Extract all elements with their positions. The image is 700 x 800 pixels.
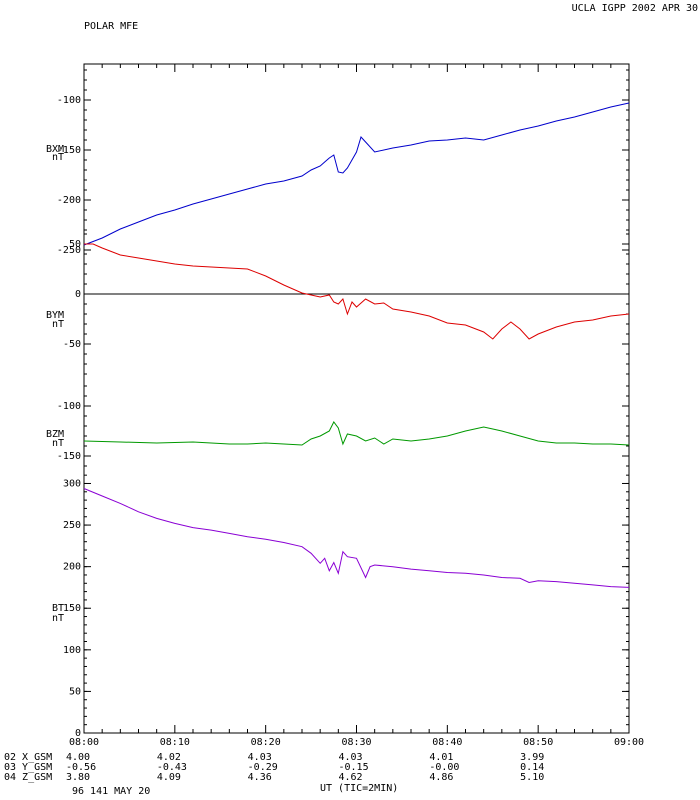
ephemeris-value: 3.80: [66, 772, 91, 783]
x-tick-label: 09:00: [614, 737, 644, 748]
bym-tick-label: 0: [75, 289, 81, 300]
bym-tick-label: -50: [63, 339, 81, 350]
ephemeris-value: 4.00: [66, 752, 91, 763]
bym-series-line: [84, 243, 630, 340]
x-tick-label: 08:10: [160, 737, 190, 748]
bzm-axis-label: BZM: [46, 429, 64, 440]
plot-title: POLAR MFE: [84, 21, 139, 32]
x-tick-label: 08:00: [69, 737, 99, 748]
ephemeris-value: 4.62: [338, 772, 363, 783]
plot-frame: [83, 63, 630, 734]
bt-unit-label: nT: [52, 613, 64, 624]
x-tick-label: 08:50: [523, 737, 553, 748]
ephemeris-value: -0.29: [247, 762, 278, 773]
ephemeris-value: -0.00: [429, 762, 460, 773]
institution-stamp: UCLA IGPP 2002 APR 30: [571, 3, 698, 14]
ephemeris-value: -0.15: [338, 762, 369, 773]
ephemeris-value: 4.01: [429, 752, 454, 763]
ephemeris-value: -0.56: [66, 762, 97, 773]
bxm-tick-label: -150: [57, 145, 81, 156]
bt-tick-label: 300: [63, 478, 81, 489]
ephemeris-label-z: 04 Z_GSM: [4, 772, 53, 783]
bt-tick-label: 150: [63, 603, 81, 614]
ephemeris-label-x: 02 X_GSM: [4, 752, 53, 763]
x-tick-label: 08:40: [432, 737, 462, 748]
bt-axis-label: BT: [52, 603, 64, 614]
bym-axis-label: BYM: [46, 310, 64, 321]
bym-unit-label: nT: [52, 319, 64, 330]
ephemeris-value: 5.10: [520, 772, 545, 783]
bzm-tick-label: -150: [57, 451, 81, 462]
bxm-unit-label: nT: [52, 152, 64, 163]
ephemeris-value: 4.03: [338, 752, 363, 763]
bt-tick-label: 0: [75, 728, 81, 739]
bt-series-line: [83, 488, 630, 588]
bzm-unit-label: nT: [52, 438, 64, 449]
ephemeris-value: 4.03: [247, 752, 272, 763]
bt-tick-label: 250: [63, 520, 81, 531]
bxm-axis-label: BXM: [46, 144, 64, 155]
x-tick-label: 08:20: [251, 737, 281, 748]
ephemeris-value: 4.36: [247, 772, 272, 783]
bt-tick-label: 100: [63, 645, 81, 656]
x-axis-label: UT (TIC=2MIN): [320, 783, 399, 794]
bym-tick-label: 50: [69, 239, 81, 250]
x-tick-label: 08:30: [341, 737, 371, 748]
bxm-tick-label: -100: [57, 95, 81, 106]
ephemeris-value: -0.43: [156, 762, 187, 773]
ephemeris-value: 3.99: [520, 752, 545, 763]
bxm-tick-label: -200: [57, 195, 81, 206]
footer-date: 96 141 MAY 20: [72, 786, 151, 797]
ephemeris-label-y: 03 Y_GSM: [4, 762, 53, 773]
ephemeris-value: 4.86: [429, 772, 454, 783]
ephemeris-value: 0.14: [520, 762, 545, 773]
bt-tick-label: 200: [63, 562, 81, 573]
bzm-series-line: [83, 421, 630, 446]
bxm-series-line: [83, 102, 630, 246]
ephemeris-value: 4.09: [156, 772, 181, 783]
bt-tick-label: 50: [69, 686, 81, 697]
ephemeris-value: 4.02: [156, 752, 181, 763]
bzm-tick-label: -100: [57, 401, 81, 412]
bxm-tick-label: -250: [57, 245, 81, 256]
